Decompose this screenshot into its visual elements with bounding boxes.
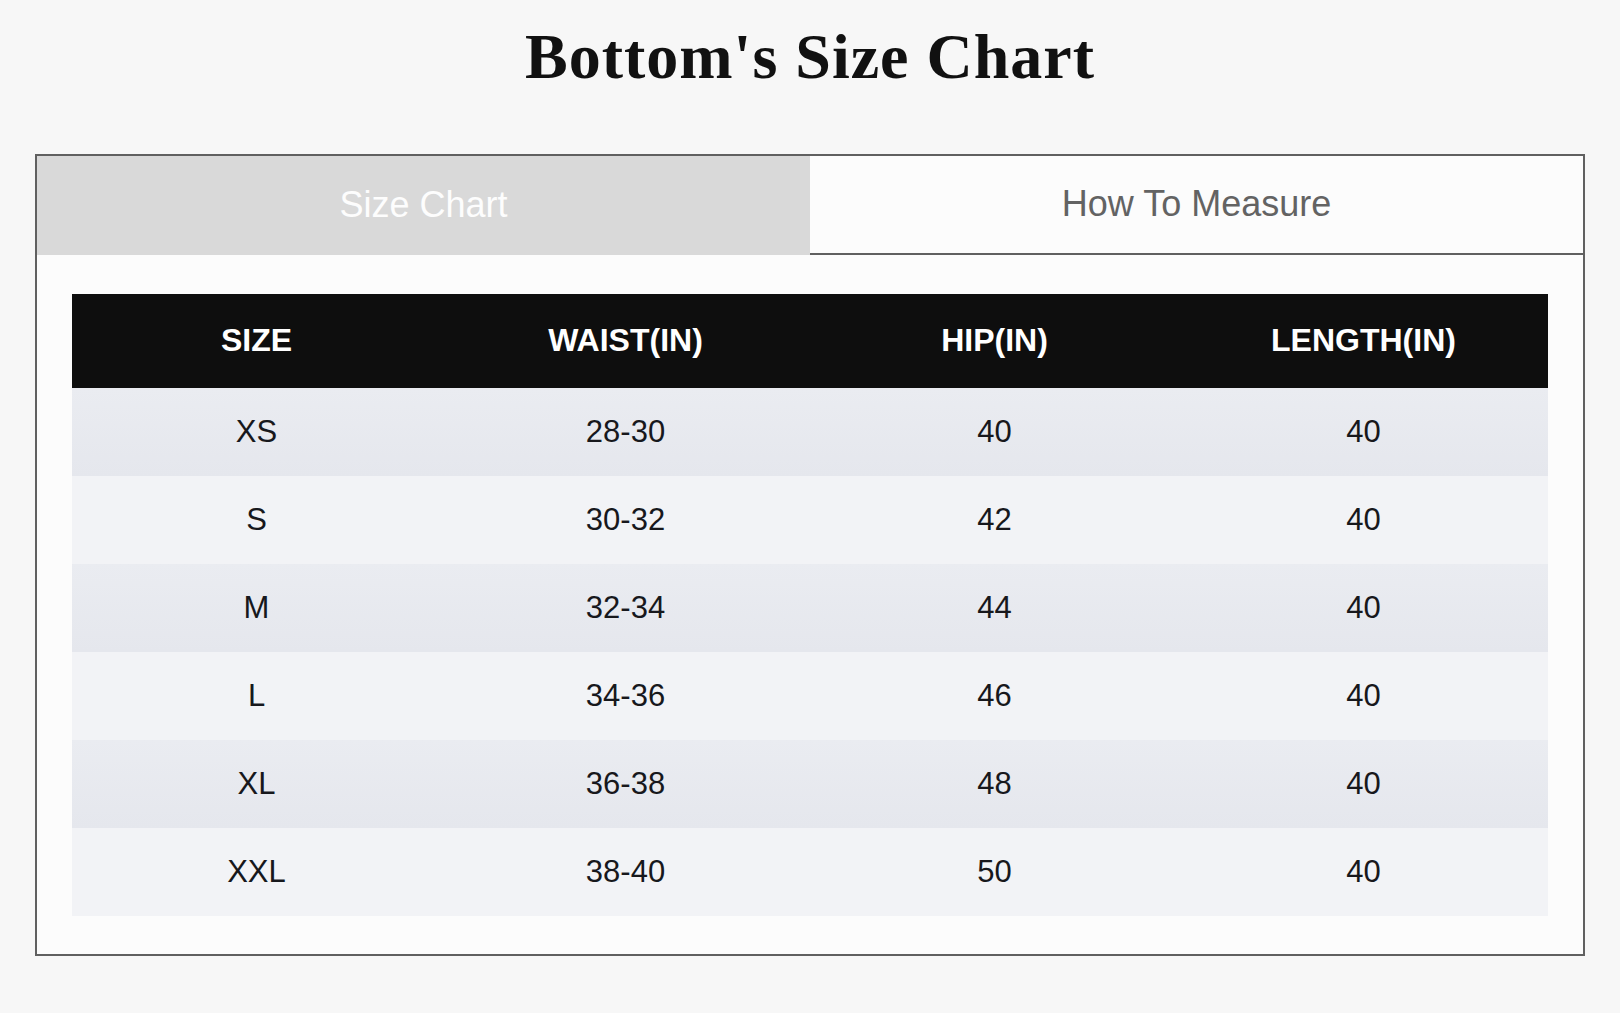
table-cell: XS xyxy=(72,414,441,450)
tab-size-chart-label: Size Chart xyxy=(339,184,507,226)
table-cell: 40 xyxy=(1179,414,1548,450)
table-cell: 40 xyxy=(1179,502,1548,538)
size-table-header-row: SIZE WAIST(IN) HIP(IN) LENGTH(IN) xyxy=(72,294,1548,388)
table-cell: 50 xyxy=(810,854,1179,890)
column-header-hip: HIP(IN) xyxy=(810,322,1179,359)
table-cell: 48 xyxy=(810,766,1179,802)
table-cell: 34-36 xyxy=(441,678,810,714)
table-cell: 40 xyxy=(1179,854,1548,890)
tab-how-to-measure-label: How To Measure xyxy=(1062,183,1331,225)
table-cell: S xyxy=(72,502,441,538)
table-row: XXL38-405040 xyxy=(72,828,1548,916)
tab-size-chart[interactable]: Size Chart xyxy=(37,156,810,255)
table-cell: 36-38 xyxy=(441,766,810,802)
table-cell: 40 xyxy=(810,414,1179,450)
column-header-size: SIZE xyxy=(72,322,441,359)
table-row: S30-324240 xyxy=(72,476,1548,564)
table-row: M32-344440 xyxy=(72,564,1548,652)
table-cell: 44 xyxy=(810,590,1179,626)
table-cell: 38-40 xyxy=(441,854,810,890)
table-row: XL36-384840 xyxy=(72,740,1548,828)
table-cell: 30-32 xyxy=(441,502,810,538)
table-row: XS28-304040 xyxy=(72,388,1548,476)
table-cell: 42 xyxy=(810,502,1179,538)
table-cell: 46 xyxy=(810,678,1179,714)
table-cell: 40 xyxy=(1179,590,1548,626)
table-cell: L xyxy=(72,678,441,714)
tab-how-to-measure[interactable]: How To Measure xyxy=(810,156,1583,255)
table-cell: 28-30 xyxy=(441,414,810,450)
page-title: Bottom's Size Chart xyxy=(0,0,1620,94)
size-table: SIZE WAIST(IN) HIP(IN) LENGTH(IN) XS28-3… xyxy=(72,294,1548,916)
table-cell: 40 xyxy=(1179,678,1548,714)
table-cell: 32-34 xyxy=(441,590,810,626)
tab-bar: Size Chart How To Measure xyxy=(37,156,1583,255)
table-cell: 40 xyxy=(1179,766,1548,802)
table-cell: M xyxy=(72,590,441,626)
column-header-length: LENGTH(IN) xyxy=(1179,322,1548,359)
table-cell: XL xyxy=(72,766,441,802)
table-cell: XXL xyxy=(72,854,441,890)
column-header-waist: WAIST(IN) xyxy=(441,322,810,359)
size-chart-panel: Size Chart How To Measure SIZE WAIST(IN)… xyxy=(35,154,1585,956)
size-table-body: XS28-304040S30-324240M32-344440L34-36464… xyxy=(72,388,1548,916)
table-row: L34-364640 xyxy=(72,652,1548,740)
